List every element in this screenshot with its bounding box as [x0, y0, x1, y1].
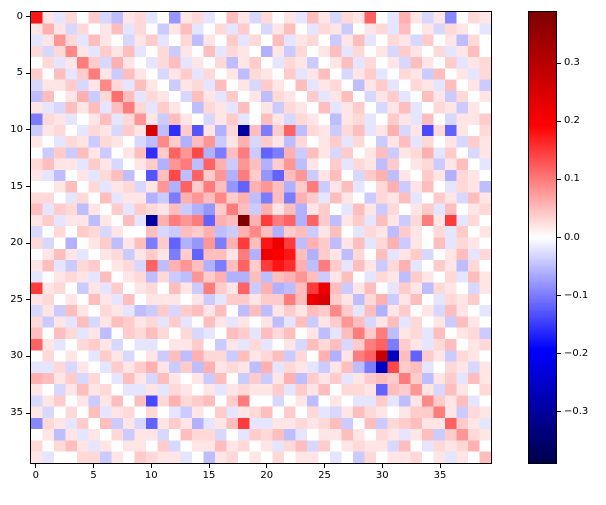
x-tick-label: 35: [433, 470, 447, 481]
colorbar-canvas: [529, 12, 556, 463]
x-tick-label: 25: [318, 470, 331, 481]
x-tick-label: 30: [375, 470, 389, 481]
tick-mark: [208, 464, 210, 468]
colorbar-tick-label: −0.2: [564, 347, 589, 359]
colorbar-tick-label: 0.1: [564, 173, 580, 185]
tick-mark: [26, 186, 30, 188]
tick-mark: [26, 242, 30, 244]
tick-mark: [557, 411, 561, 413]
x-tick-label: 15: [202, 470, 216, 481]
tick-mark: [150, 464, 152, 468]
y-tick-label: 15: [10, 180, 23, 192]
tick-mark: [266, 464, 268, 468]
tick-mark: [324, 464, 326, 468]
tick-mark: [381, 464, 383, 468]
y-tick-label: 30: [10, 350, 23, 362]
y-tick-label: 20: [10, 237, 23, 249]
tick-mark: [35, 464, 37, 468]
tick-mark: [557, 353, 561, 355]
tick-mark: [557, 62, 561, 64]
tick-mark: [26, 129, 30, 131]
tick-mark: [26, 299, 30, 301]
tick-mark: [557, 178, 561, 180]
y-tick-label: 0: [16, 10, 23, 22]
tick-mark: [26, 355, 30, 357]
x-tick-label: 5: [90, 470, 97, 481]
tick-mark: [26, 412, 30, 414]
heatmap-canvas: [31, 12, 491, 463]
x-tick-label: 10: [144, 470, 158, 481]
tick-mark: [93, 464, 95, 468]
x-tick-label: 0: [32, 470, 39, 481]
colorbar-tick-label: −0.3: [564, 405, 589, 417]
y-tick-label: 5: [16, 67, 23, 79]
tick-mark: [557, 237, 561, 238]
tick-mark: [557, 120, 561, 122]
tick-mark: [26, 72, 30, 74]
tick-mark: [26, 16, 30, 18]
colorbar: [528, 11, 557, 464]
y-tick-label: 10: [10, 123, 23, 135]
y-tick-label: 25: [10, 293, 23, 305]
heatmap-plot: [30, 11, 492, 464]
colorbar-tick-label: 0.3: [564, 57, 580, 69]
colorbar-tick-label: 0.0: [564, 231, 580, 243]
x-tick-label: 20: [260, 470, 274, 481]
y-tick-label: 35: [10, 407, 23, 419]
tick-mark: [439, 464, 441, 468]
colorbar-tick-label: 0.2: [564, 115, 580, 127]
tick-mark: [557, 295, 561, 297]
colorbar-tick-label: −0.1: [564, 289, 589, 301]
